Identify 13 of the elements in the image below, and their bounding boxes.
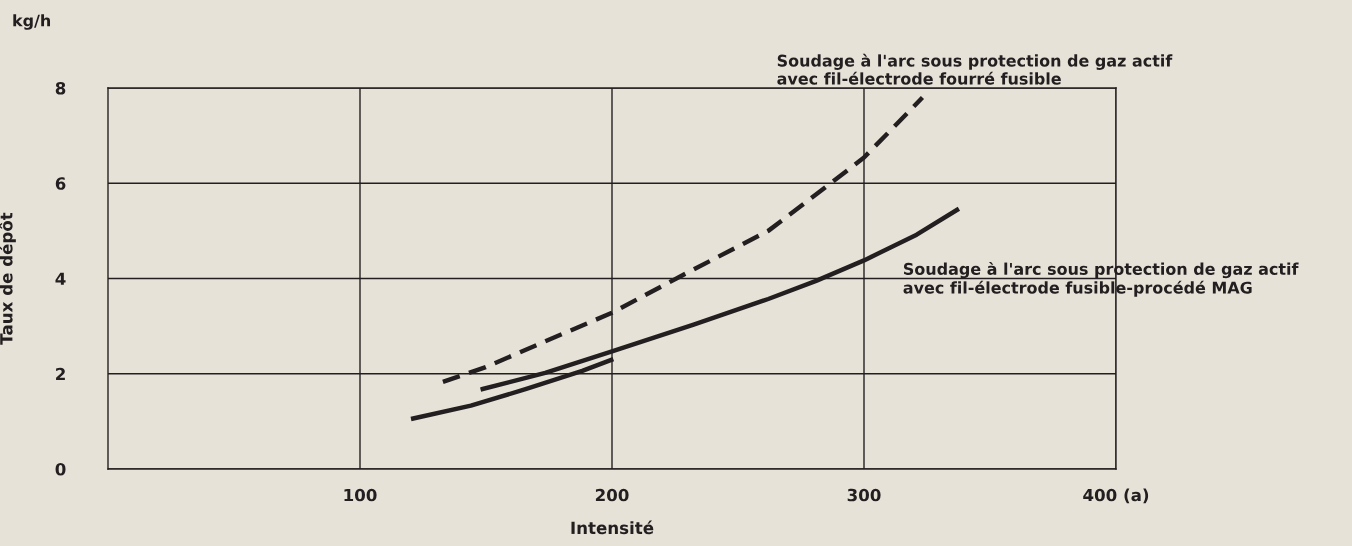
x-axis-title: Intensité [571,520,654,535]
text: Soudage à l'arc sous protection de gaz actif avec fil-électrode fourré fusible [777,53,1173,85]
text: kg/h [13,14,51,30]
y-tick-label: 6 [55,177,66,190]
y-tick-label: 4 [55,272,66,285]
x-tick-label: 400 (a) [1083,488,1149,504]
y-axis-title: Taux de dépôt [0,212,16,345]
y-tick-label: 0 [55,462,66,476]
x-tick-label: 200 [595,488,629,502]
x-tick-label: 300 [847,488,881,502]
y-tick-label: 8 [55,81,66,95]
x-tick-label: 100 [344,488,377,502]
y-tick-label: 2 [56,367,65,381]
